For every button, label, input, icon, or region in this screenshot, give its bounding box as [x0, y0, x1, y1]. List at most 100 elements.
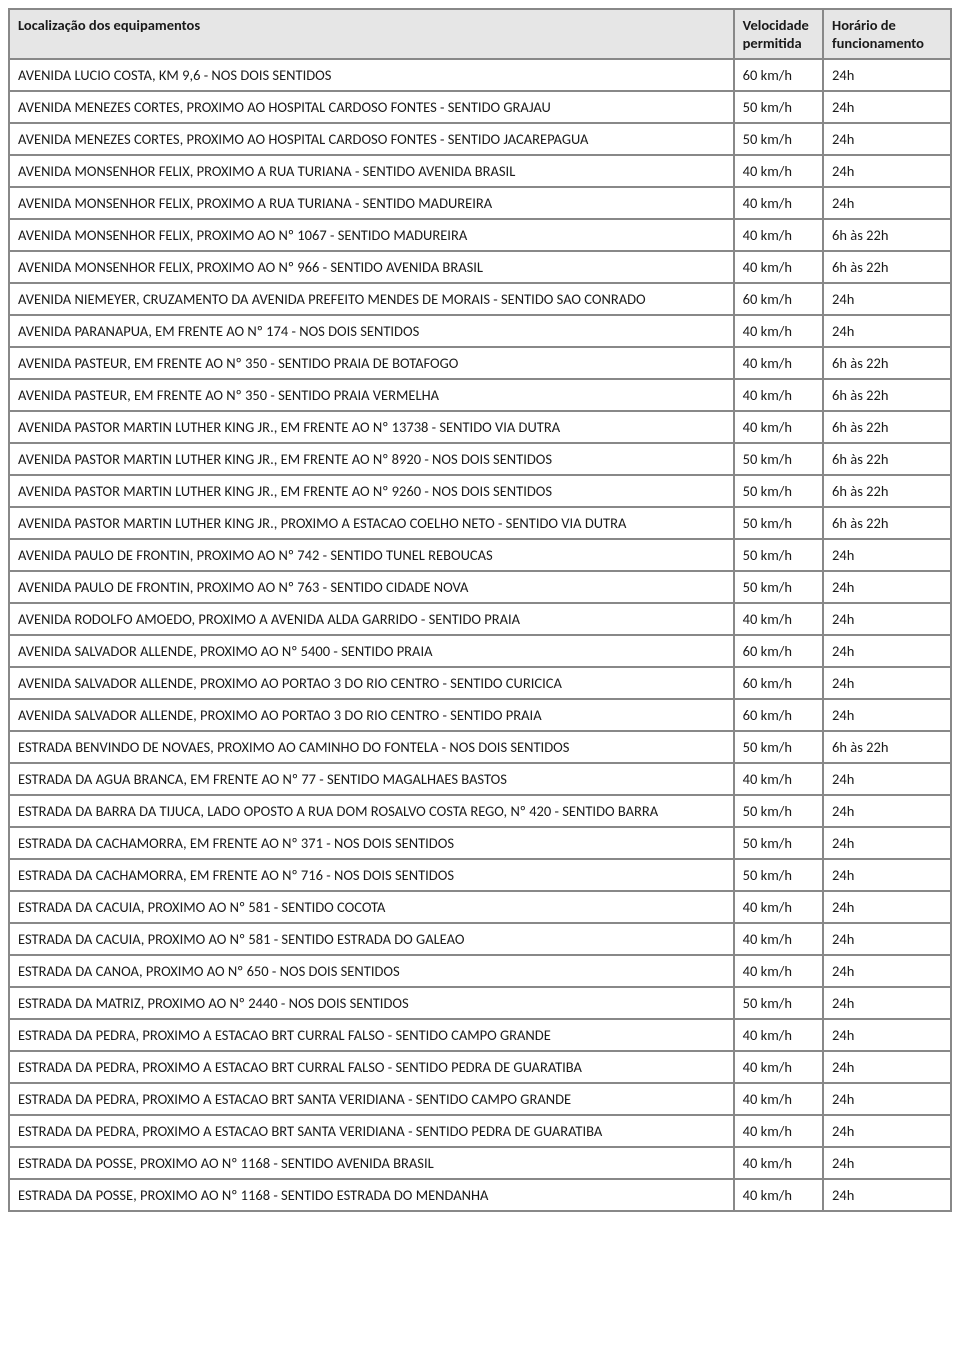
cell-speed: 40 km/h: [734, 763, 823, 795]
cell-location: ESTRADA DA CACHAMORRA, EM FRENTE AO Nº 7…: [9, 859, 734, 891]
table-row: ESTRADA DA CACHAMORRA, EM FRENTE AO Nº 3…: [9, 827, 951, 859]
cell-location: ESTRADA DA CACUIA, PROXIMO AO Nº 581 - S…: [9, 923, 734, 955]
cell-hours: 24h: [823, 763, 951, 795]
cell-location: AVENIDA PASTOR MARTIN LUTHER KING JR., E…: [9, 443, 734, 475]
cell-hours: 24h: [823, 827, 951, 859]
table-row: AVENIDA LUCIO COSTA, KM 9,6 - NOS DOIS S…: [9, 59, 951, 91]
cell-hours: 24h: [823, 923, 951, 955]
cell-location: AVENIDA MENEZES CORTES, PROXIMO AO HOSPI…: [9, 123, 734, 155]
cell-location: AVENIDA PARANAPUA, EM FRENTE AO Nº 174 -…: [9, 315, 734, 347]
table-row: AVENIDA MENEZES CORTES, PROXIMO AO HOSPI…: [9, 123, 951, 155]
table-row: AVENIDA PASTEUR, EM FRENTE AO Nº 350 - S…: [9, 347, 951, 379]
cell-hours: 24h: [823, 283, 951, 315]
table-row: AVENIDA PAULO DE FRONTIN, PROXIMO AO Nº …: [9, 539, 951, 571]
cell-location: AVENIDA MENEZES CORTES, PROXIMO AO HOSPI…: [9, 91, 734, 123]
cell-speed: 50 km/h: [734, 123, 823, 155]
cell-location: ESTRADA DA BARRA DA TIJUCA, LADO OPOSTO …: [9, 795, 734, 827]
cell-hours: 6h às 22h: [823, 411, 951, 443]
cell-hours: 24h: [823, 859, 951, 891]
cell-hours: 6h às 22h: [823, 251, 951, 283]
cell-speed: 60 km/h: [734, 699, 823, 731]
cell-speed: 40 km/h: [734, 1083, 823, 1115]
cell-location: AVENIDA MONSENHOR FELIX, PROXIMO AO Nº 9…: [9, 251, 734, 283]
cell-hours: 24h: [823, 1179, 951, 1211]
cell-speed: 40 km/h: [734, 955, 823, 987]
cell-location: ESTRADA DA POSSE, PROXIMO AO Nº 1168 - S…: [9, 1147, 734, 1179]
cell-speed: 60 km/h: [734, 635, 823, 667]
table-row: ESTRADA DA AGUA BRANCA, EM FRENTE AO Nº …: [9, 763, 951, 795]
table-row: ESTRADA BENVINDO DE NOVAES, PROXIMO AO C…: [9, 731, 951, 763]
table-row: AVENIDA SALVADOR ALLENDE, PROXIMO AO POR…: [9, 699, 951, 731]
table-row: AVENIDA RODOLFO AMOEDO, PROXIMO A AVENID…: [9, 603, 951, 635]
cell-hours: 6h às 22h: [823, 475, 951, 507]
cell-speed: 40 km/h: [734, 1115, 823, 1147]
table-row: AVENIDA MONSENHOR FELIX, PROXIMO AO Nº 1…: [9, 219, 951, 251]
cell-speed: 40 km/h: [734, 219, 823, 251]
cell-location: AVENIDA PASTEUR, EM FRENTE AO Nº 350 - S…: [9, 379, 734, 411]
cell-location: ESTRADA DA CACHAMORRA, EM FRENTE AO Nº 3…: [9, 827, 734, 859]
col-header-location: Localização dos equipamentos: [9, 9, 734, 59]
table-row: AVENIDA SALVADOR ALLENDE, PROXIMO AO Nº …: [9, 635, 951, 667]
cell-hours: 24h: [823, 795, 951, 827]
cell-speed: 40 km/h: [734, 1019, 823, 1051]
cell-location: ESTRADA DA PEDRA, PROXIMO A ESTACAO BRT …: [9, 1083, 734, 1115]
cell-speed: 50 km/h: [734, 539, 823, 571]
cell-hours: 24h: [823, 891, 951, 923]
table-row: AVENIDA PAULO DE FRONTIN, PROXIMO AO Nº …: [9, 571, 951, 603]
cell-speed: 40 km/h: [734, 411, 823, 443]
cell-speed: 50 km/h: [734, 91, 823, 123]
cell-speed: 40 km/h: [734, 155, 823, 187]
cell-speed: 40 km/h: [734, 1051, 823, 1083]
table-row: ESTRADA DA BARRA DA TIJUCA, LADO OPOSTO …: [9, 795, 951, 827]
cell-hours: 24h: [823, 603, 951, 635]
cell-hours: 24h: [823, 155, 951, 187]
cell-speed: 50 km/h: [734, 571, 823, 603]
cell-hours: 24h: [823, 59, 951, 91]
cell-location: ESTRADA DA MATRIZ, PROXIMO AO Nº 2440 - …: [9, 987, 734, 1019]
cell-location: ESTRADA DA POSSE, PROXIMO AO Nº 1168 - S…: [9, 1179, 734, 1211]
equipment-table: Localização dos equipamentos Velocidade …: [8, 8, 952, 1212]
col-header-speed: Velocidade permitida: [734, 9, 823, 59]
cell-speed: 60 km/h: [734, 283, 823, 315]
cell-location: AVENIDA RODOLFO AMOEDO, PROXIMO A AVENID…: [9, 603, 734, 635]
cell-hours: 24h: [823, 1115, 951, 1147]
cell-speed: 40 km/h: [734, 347, 823, 379]
cell-location: ESTRADA DA PEDRA, PROXIMO A ESTACAO BRT …: [9, 1019, 734, 1051]
table-row: AVENIDA MONSENHOR FELIX, PROXIMO A RUA T…: [9, 187, 951, 219]
table-row: ESTRADA DA PEDRA, PROXIMO A ESTACAO BRT …: [9, 1019, 951, 1051]
table-row: ESTRADA DA MATRIZ, PROXIMO AO Nº 2440 - …: [9, 987, 951, 1019]
cell-hours: 6h às 22h: [823, 219, 951, 251]
cell-location: ESTRADA BENVINDO DE NOVAES, PROXIMO AO C…: [9, 731, 734, 763]
table-row: AVENIDA PASTEUR, EM FRENTE AO Nº 350 - S…: [9, 379, 951, 411]
cell-speed: 40 km/h: [734, 187, 823, 219]
cell-hours: 6h às 22h: [823, 443, 951, 475]
cell-speed: 60 km/h: [734, 59, 823, 91]
table-row: AVENIDA MONSENHOR FELIX, PROXIMO A RUA T…: [9, 155, 951, 187]
cell-hours: 24h: [823, 1051, 951, 1083]
table-row: ESTRADA DA CACUIA, PROXIMO AO Nº 581 - S…: [9, 923, 951, 955]
cell-hours: 24h: [823, 315, 951, 347]
table-row: ESTRADA DA CACUIA, PROXIMO AO Nº 581 - S…: [9, 891, 951, 923]
cell-speed: 50 km/h: [734, 987, 823, 1019]
cell-location: AVENIDA LUCIO COSTA, KM 9,6 - NOS DOIS S…: [9, 59, 734, 91]
cell-location: AVENIDA PASTOR MARTIN LUTHER KING JR., E…: [9, 475, 734, 507]
cell-speed: 40 km/h: [734, 891, 823, 923]
cell-speed: 50 km/h: [734, 827, 823, 859]
cell-location: AVENIDA MONSENHOR FELIX, PROXIMO A RUA T…: [9, 187, 734, 219]
header-row: Localização dos equipamentos Velocidade …: [9, 9, 951, 59]
cell-hours: 24h: [823, 1083, 951, 1115]
table-row: AVENIDA PASTOR MARTIN LUTHER KING JR., E…: [9, 411, 951, 443]
cell-location: AVENIDA SALVADOR ALLENDE, PROXIMO AO POR…: [9, 699, 734, 731]
cell-hours: 24h: [823, 699, 951, 731]
cell-speed: 50 km/h: [734, 731, 823, 763]
cell-hours: 24h: [823, 187, 951, 219]
table-row: AVENIDA PASTOR MARTIN LUTHER KING JR., E…: [9, 443, 951, 475]
col-header-hours: Horário de funcionamento: [823, 9, 951, 59]
table-row: AVENIDA NIEMEYER, CRUZAMENTO DA AVENIDA …: [9, 283, 951, 315]
cell-location: AVENIDA PASTOR MARTIN LUTHER KING JR., P…: [9, 507, 734, 539]
table-header: Localização dos equipamentos Velocidade …: [9, 9, 951, 59]
cell-location: AVENIDA PASTEUR, EM FRENTE AO Nº 350 - S…: [9, 347, 734, 379]
cell-hours: 24h: [823, 123, 951, 155]
cell-speed: 50 km/h: [734, 443, 823, 475]
table-row: ESTRADA DA PEDRA, PROXIMO A ESTACAO BRT …: [9, 1083, 951, 1115]
